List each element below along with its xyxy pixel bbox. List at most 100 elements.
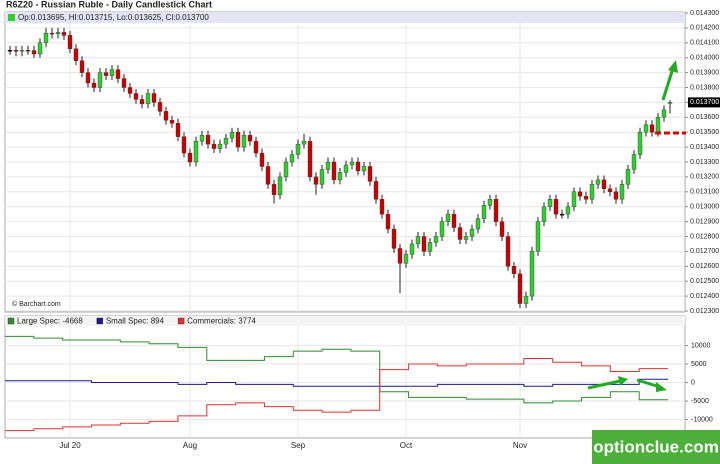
- source: © Barchart.com: [12, 300, 61, 308]
- candle-body: [421, 236, 427, 252]
- candle-body: [277, 176, 283, 195]
- candle-body: [529, 251, 535, 297]
- candle-body: [127, 87, 133, 94]
- candle-body: [655, 117, 661, 133]
- candle-body: [115, 69, 121, 79]
- candle-body: [553, 199, 559, 215]
- y-tick-label: 0.012500: [690, 278, 719, 285]
- arrow-right: [587, 379, 621, 390]
- candle-body: [313, 176, 319, 185]
- candle-body: [535, 221, 541, 252]
- legend-label: Large Spec: -4668: [17, 317, 83, 326]
- candle-body: [109, 69, 115, 76]
- candle-body: [625, 169, 631, 185]
- candle-body: [391, 228, 397, 249]
- candle-body: [397, 248, 403, 264]
- y-tick-label: 0.013800: [690, 84, 719, 91]
- candle-body: [523, 295, 529, 304]
- y-tick-label: 10000: [691, 342, 711, 349]
- annotations: [587, 60, 686, 392]
- y-tick-label: 0.014300: [690, 10, 719, 17]
- candle-body: [661, 109, 667, 118]
- candle-body: [505, 236, 511, 267]
- candle-body: [559, 213, 565, 216]
- y-tick-label: 0.013900: [690, 69, 719, 76]
- legend-band: [5, 12, 685, 23]
- y-tick-label: 0.013100: [690, 189, 719, 196]
- candle-body: [259, 152, 265, 167]
- chart-title: R6Z20 - Russian Ruble - Daily Candlestic…: [6, 0, 212, 9]
- y-tick-label: 0.012800: [690, 233, 719, 240]
- candle-body: [439, 221, 445, 237]
- candle-body: [181, 136, 187, 154]
- candle-body: [295, 143, 301, 155]
- legend-label: Commercials: 3774: [187, 317, 256, 326]
- candle-body: [205, 134, 211, 145]
- candle-body: [379, 199, 385, 215]
- x-tick-label: Sep: [291, 441, 306, 450]
- up-arrow: [661, 67, 675, 101]
- candle-body: [355, 161, 361, 172]
- y-tick-label: 0.013200: [690, 174, 719, 181]
- candle-body: [583, 196, 589, 200]
- y-tick-label: 0.012400: [690, 293, 719, 300]
- candle-body: [37, 42, 43, 55]
- candle-body: [49, 32, 55, 35]
- candle-body: [121, 78, 127, 88]
- y-tick-label: 0.013400: [690, 144, 719, 151]
- y-tick-label: 0.012900: [690, 218, 719, 225]
- candle-body: [7, 50, 13, 52]
- candle-body: [343, 164, 349, 173]
- candle-body: [547, 199, 553, 207]
- legend-swatch: [7, 317, 15, 325]
- y-tick-label: 0.013600: [690, 114, 719, 121]
- candle-body: [67, 35, 73, 49]
- candle-body: [433, 236, 439, 243]
- candle-body: [409, 243, 415, 255]
- candle-body: [193, 140, 199, 163]
- candle-body: [331, 161, 337, 181]
- y-tick-label: 0.012700: [690, 248, 719, 255]
- arrowhead-right: [618, 376, 628, 386]
- arrowhead-down: [656, 382, 667, 392]
- legend-swatch: [96, 317, 104, 325]
- candle-body: [469, 228, 475, 237]
- last-price-box: [688, 97, 720, 108]
- candle-body: [337, 172, 343, 181]
- y-tick-label: 0.012300: [690, 308, 719, 315]
- candle-body: [319, 169, 325, 185]
- candle-body: [667, 102, 673, 104]
- candle-body: [571, 191, 577, 207]
- candle-body: [85, 72, 91, 84]
- candle-body: [187, 152, 193, 163]
- y-tick-label: 0.014200: [690, 25, 719, 32]
- candle-body: [385, 213, 391, 230]
- candle-body: [517, 273, 523, 304]
- y-tick-label: 0.014100: [690, 40, 719, 47]
- y-tick-label: 0.013000: [690, 204, 719, 211]
- candle-body: [283, 161, 289, 178]
- candle-body: [613, 191, 619, 200]
- candle-body: [163, 111, 169, 121]
- x-tick-label: Nov: [513, 441, 527, 450]
- y-tick-label: -10000: [691, 416, 713, 423]
- candle-body: [565, 206, 571, 215]
- cot-line: [5, 378, 668, 387]
- candle-body: [157, 102, 163, 112]
- cot-line: [5, 335, 668, 404]
- candle-body: [61, 32, 67, 36]
- y-tick-label: 0.013300: [690, 159, 719, 166]
- candle-body: [493, 199, 499, 222]
- ohlc-legend: Op:0.013695, HI:0.013715, Lo:0.013625, C…: [18, 13, 209, 22]
- candle-body: [301, 140, 307, 145]
- x-tick-label: Aug: [183, 441, 197, 450]
- candle-body: [271, 184, 277, 195]
- candle-body: [373, 181, 379, 200]
- candle-body: [361, 166, 367, 172]
- watermark-box: [592, 430, 720, 464]
- candle-body: [55, 32, 61, 35]
- candle-body: [253, 140, 259, 154]
- legend-label: Small Spec: 894: [106, 317, 165, 326]
